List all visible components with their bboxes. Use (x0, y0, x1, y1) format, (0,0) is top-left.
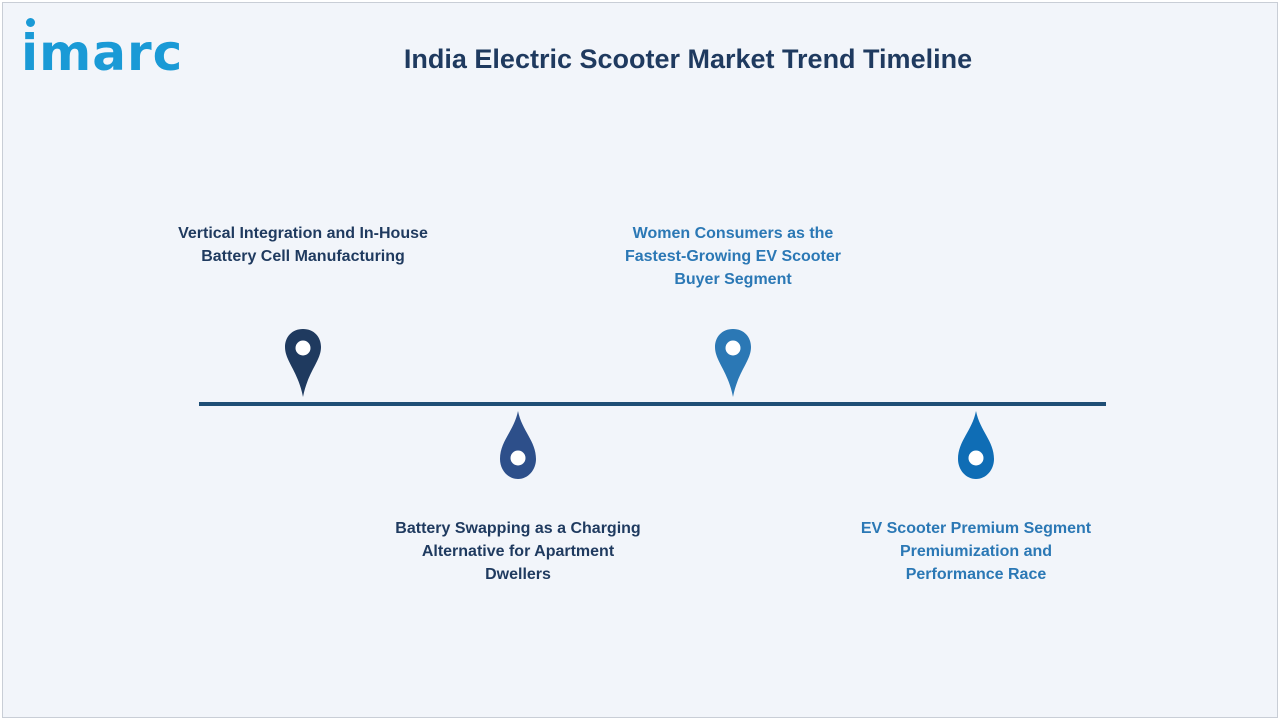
location-pin-icon (285, 329, 321, 397)
timeline-label-2: Battery Swapping as a Charging Alternati… (395, 520, 641, 583)
page-title: India Electric Scooter Market Trend Time… (403, 44, 973, 74)
timeline-label-1: Vertical Integration and In-House Batter… (178, 225, 428, 265)
logo-dot-icon (26, 18, 35, 27)
imarc-logo: imarc (21, 17, 211, 87)
drop-pin-icon (958, 411, 994, 479)
timeline-line (199, 402, 1106, 406)
timeline-label-4: EV Scooter Premium Segment Premiumizatio… (860, 520, 1092, 583)
timeline-label-3: Women Consumers as the Fastest-Growing E… (624, 225, 842, 288)
location-pin-icon (715, 329, 751, 397)
drop-pin-icon (500, 411, 536, 479)
logo-text: imarc (21, 24, 184, 82)
